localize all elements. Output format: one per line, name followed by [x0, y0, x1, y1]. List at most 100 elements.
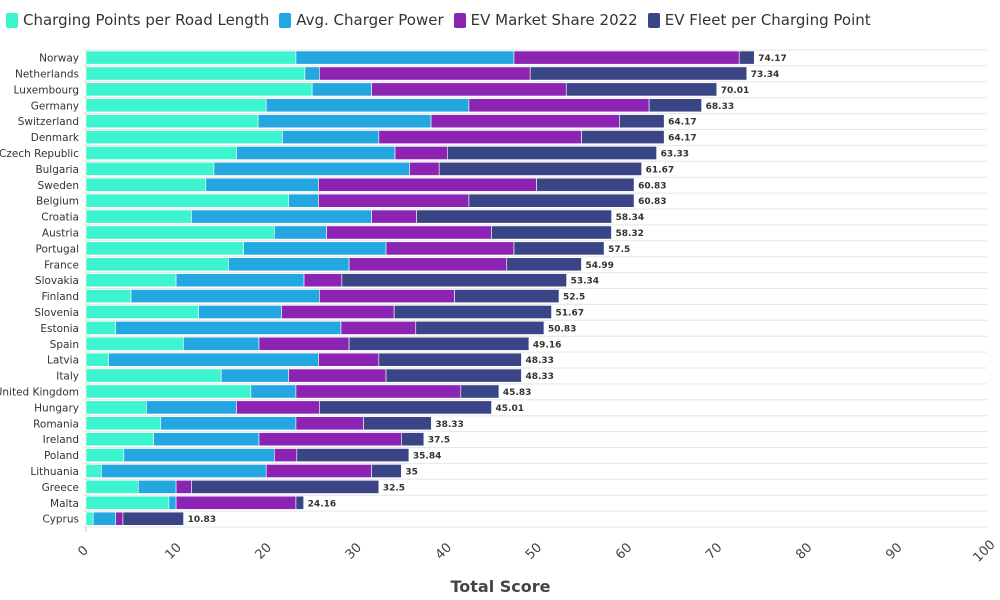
bar-segment[interactable]: [340, 320, 417, 335]
bar-segment[interactable]: [341, 273, 567, 288]
bar-segment[interactable]: [115, 511, 124, 526]
bar-segment[interactable]: [311, 82, 372, 97]
bar-segment[interactable]: [85, 416, 162, 431]
bar-segment[interactable]: [416, 209, 612, 224]
bar-segment[interactable]: [168, 495, 177, 510]
bar-segment[interactable]: [198, 305, 282, 319]
bar-segment[interactable]: [108, 352, 319, 367]
bar-segment[interactable]: [85, 114, 259, 129]
bar-segment[interactable]: [468, 98, 650, 113]
bar-segment[interactable]: [348, 257, 508, 272]
bar-segment[interactable]: [205, 177, 319, 192]
bar-segment[interactable]: [130, 289, 320, 303]
bar-segment[interactable]: [85, 448, 125, 462]
bar-segment[interactable]: [137, 479, 177, 494]
legend-item[interactable]: EV Market Share 2022: [453, 11, 638, 29]
legend-item[interactable]: EV Fleet per Charging Point: [647, 11, 871, 29]
bar-segment[interactable]: [385, 241, 515, 256]
bar-segment[interactable]: [288, 368, 387, 383]
bar-segment[interactable]: [363, 416, 432, 431]
bar-segment[interactable]: [258, 432, 402, 447]
bar-segment[interactable]: [85, 384, 252, 399]
bar-segment[interactable]: [319, 400, 492, 415]
bar-segment[interactable]: [378, 352, 522, 367]
bar-segment[interactable]: [257, 114, 432, 129]
bar-segment[interactable]: [175, 479, 192, 494]
bar-segment[interactable]: [191, 479, 380, 494]
bar-segment[interactable]: [506, 257, 582, 272]
bar-segment[interactable]: [85, 98, 267, 113]
bar-segment[interactable]: [236, 400, 320, 415]
bar-segment[interactable]: [619, 114, 665, 129]
bar-segment[interactable]: [319, 66, 531, 81]
bar-segment[interactable]: [274, 225, 327, 240]
bar-segment[interactable]: [123, 448, 275, 462]
bar-segment[interactable]: [85, 400, 147, 415]
bar-segment[interactable]: [115, 320, 342, 335]
bar-segment[interactable]: [738, 50, 755, 65]
bar-segment[interactable]: [648, 98, 702, 113]
bar-segment[interactable]: [295, 416, 364, 431]
bar-segment[interactable]: [581, 130, 665, 144]
bar-segment[interactable]: [85, 241, 244, 256]
bar-segment[interactable]: [491, 225, 612, 240]
bar-segment[interactable]: [85, 162, 215, 176]
bar-segment[interactable]: [348, 336, 530, 351]
bar-segment[interactable]: [378, 130, 582, 144]
bar-segment[interactable]: [401, 432, 425, 447]
bar-segment[interactable]: [460, 384, 500, 399]
bar-segment[interactable]: [393, 305, 552, 319]
bar-segment[interactable]: [220, 368, 290, 383]
bar-segment[interactable]: [85, 289, 132, 303]
bar-segment[interactable]: [295, 384, 462, 399]
bar-segment[interactable]: [85, 193, 290, 208]
bar-segment[interactable]: [282, 130, 380, 144]
bar-segment[interactable]: [319, 289, 455, 303]
bar-segment[interactable]: [101, 464, 267, 478]
bar-segment[interactable]: [243, 241, 387, 256]
bar-segment[interactable]: [415, 320, 545, 335]
bar-segment[interactable]: [371, 82, 567, 97]
bar-segment[interactable]: [468, 193, 635, 208]
bar-segment[interactable]: [85, 225, 275, 240]
bar-segment[interactable]: [274, 448, 298, 462]
bar-segment[interactable]: [85, 130, 283, 144]
bar-segment[interactable]: [394, 146, 448, 160]
bar-segment[interactable]: [146, 400, 237, 415]
bar-segment[interactable]: [326, 225, 492, 240]
bar-segment[interactable]: [371, 209, 417, 224]
bar-segment[interactable]: [409, 162, 440, 176]
bar-segment[interactable]: [265, 98, 470, 113]
bar-segment[interactable]: [85, 352, 109, 367]
bar-segment[interactable]: [191, 209, 372, 224]
bar-segment[interactable]: [318, 193, 470, 208]
bar-segment[interactable]: [288, 193, 319, 208]
bar-segment[interactable]: [265, 464, 372, 478]
bar-segment[interactable]: [85, 320, 117, 335]
bar-segment[interactable]: [513, 50, 740, 65]
bar-segment[interactable]: [318, 177, 537, 192]
bar-segment[interactable]: [304, 66, 320, 81]
bar-segment[interactable]: [85, 273, 177, 288]
bar-segment[interactable]: [175, 495, 297, 510]
bar-segment[interactable]: [228, 257, 350, 272]
bar-segment[interactable]: [85, 146, 237, 160]
bar-segment[interactable]: [318, 352, 380, 367]
bar-segment[interactable]: [85, 495, 170, 510]
bar-segment[interactable]: [258, 336, 350, 351]
bar-segment[interactable]: [153, 432, 260, 447]
bar-segment[interactable]: [85, 177, 207, 192]
bar-segment[interactable]: [236, 146, 396, 160]
bar-segment[interactable]: [85, 464, 102, 478]
bar-segment[interactable]: [85, 511, 94, 526]
bar-segment[interactable]: [250, 384, 297, 399]
bar-segment[interactable]: [513, 241, 605, 256]
bar-segment[interactable]: [160, 416, 297, 431]
bar-segment[interactable]: [85, 257, 229, 272]
bar-segment[interactable]: [371, 464, 402, 478]
bar-segment[interactable]: [183, 336, 260, 351]
bar-segment[interactable]: [303, 273, 343, 288]
bar-segment[interactable]: [565, 82, 718, 97]
bar-segment[interactable]: [85, 209, 192, 224]
bar-segment[interactable]: [295, 495, 304, 510]
